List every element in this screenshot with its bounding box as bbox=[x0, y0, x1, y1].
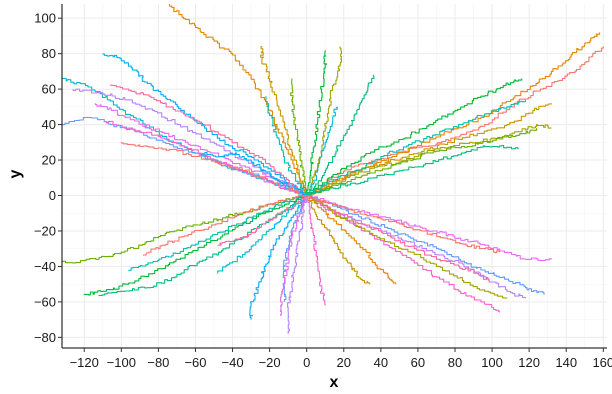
y-tick-label: 20 bbox=[42, 153, 56, 168]
walk-series-43 bbox=[279, 194, 307, 317]
walk-series-8 bbox=[306, 99, 526, 197]
walk-series-22 bbox=[306, 74, 375, 197]
x-tick-label: 40 bbox=[374, 355, 388, 370]
walk-series-34 bbox=[306, 194, 508, 299]
walk-series-26 bbox=[306, 194, 545, 295]
walk-series-3 bbox=[306, 103, 552, 197]
x-tick-label: −80 bbox=[147, 355, 169, 370]
walk-series-21 bbox=[305, 50, 328, 197]
x-tick-label: −40 bbox=[222, 355, 244, 370]
y-tick-label: −40 bbox=[34, 259, 56, 274]
grid bbox=[62, 4, 607, 348]
walk-series-35 bbox=[61, 194, 307, 264]
walk-series-17 bbox=[168, 4, 308, 197]
x-tick-label: 60 bbox=[411, 355, 425, 370]
walk-series-18 bbox=[260, 46, 308, 196]
series-paths bbox=[61, 4, 604, 334]
walk-series-25 bbox=[202, 152, 307, 197]
walk-series-42 bbox=[287, 194, 308, 334]
x-axis-title: x bbox=[330, 374, 339, 391]
x-tick-label: −20 bbox=[259, 355, 281, 370]
walk-series-33 bbox=[306, 194, 371, 285]
walk-series-23 bbox=[265, 96, 308, 197]
walk-series-16 bbox=[120, 142, 307, 197]
walk-series-5 bbox=[306, 128, 538, 197]
walk-series-46 bbox=[143, 194, 307, 256]
walk-series-32 bbox=[306, 194, 397, 285]
x-tick-label: 160 bbox=[592, 355, 612, 370]
walk-series-1 bbox=[306, 46, 604, 197]
tick-labels: −120 −100 −80 −60 −40 −20 0 20 40 60 80 100 120 140 16… bbox=[34, 11, 612, 370]
x-tick-label: 140 bbox=[555, 355, 577, 370]
y-axis-title: y bbox=[7, 169, 24, 178]
walk-series-44 bbox=[306, 194, 326, 306]
walk-series-7 bbox=[306, 144, 519, 197]
y-tick-label: 100 bbox=[34, 11, 56, 26]
walk-series-19 bbox=[306, 46, 343, 197]
x-tick-label: 20 bbox=[337, 355, 351, 370]
walk-series-45 bbox=[217, 194, 307, 246]
walk-series-36 bbox=[83, 194, 307, 296]
y-tick-label: 0 bbox=[49, 188, 56, 203]
walk-series-15 bbox=[109, 84, 307, 197]
walk-series-30 bbox=[306, 194, 489, 281]
walk-series-13 bbox=[94, 103, 307, 197]
walk-series-31 bbox=[306, 194, 501, 254]
y-tick-label: 80 bbox=[42, 46, 56, 61]
walk-series-10 bbox=[102, 53, 307, 197]
axes bbox=[58, 4, 607, 352]
walk-series-41 bbox=[282, 194, 307, 302]
y-tick-label: −80 bbox=[34, 330, 56, 345]
y-tick-label: 40 bbox=[42, 117, 56, 132]
y-tick-label: −20 bbox=[34, 223, 56, 238]
walk-series-4 bbox=[306, 124, 552, 197]
walk-series-40 bbox=[249, 194, 307, 320]
walk-series-24 bbox=[306, 106, 338, 197]
y-tick-label: −60 bbox=[34, 294, 56, 309]
x-tick-label: 100 bbox=[481, 355, 503, 370]
y-tick-label: 60 bbox=[42, 82, 56, 97]
walk-series-38 bbox=[128, 194, 307, 271]
x-tick-label: −120 bbox=[70, 355, 99, 370]
x-tick-label: 80 bbox=[448, 355, 462, 370]
walk-series-29 bbox=[306, 194, 501, 313]
walk-series-20 bbox=[290, 78, 308, 197]
x-tick-label: −100 bbox=[107, 355, 136, 370]
walk-series-39 bbox=[217, 194, 307, 274]
x-tick-label: 120 bbox=[518, 355, 540, 370]
x-tick-label: 0 bbox=[303, 355, 310, 370]
walk-series-37 bbox=[98, 194, 307, 297]
walk-series-6 bbox=[306, 78, 523, 197]
x-tick-label: −60 bbox=[184, 355, 206, 370]
